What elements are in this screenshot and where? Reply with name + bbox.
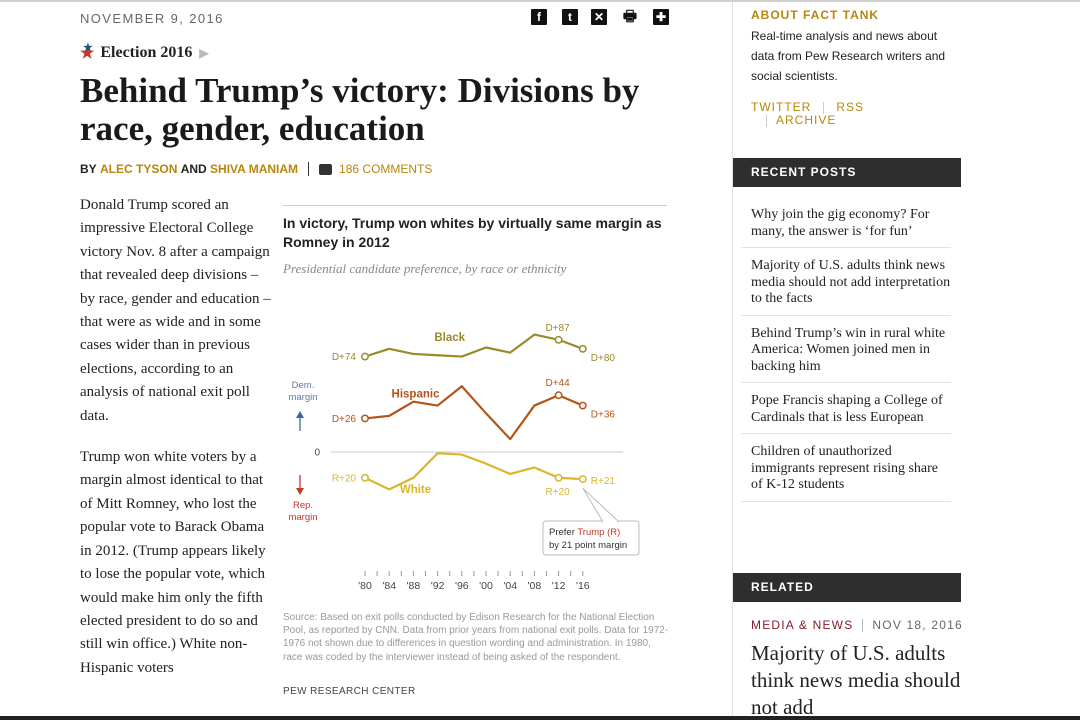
byline: BY ALEC TYSON AND SHIVA MANIAM 186 COMME… (80, 162, 432, 176)
link-divider (823, 101, 825, 114)
data-point (554, 335, 563, 344)
link-divider (766, 114, 767, 127)
article-date: NOVEMBER 9, 2016 (80, 11, 224, 26)
value-label-2012: D+87 (546, 323, 571, 334)
related-header: RELATED (733, 573, 961, 602)
data-point (554, 473, 563, 482)
end-value-label: R+21 (591, 476, 616, 487)
related-date: NOV 18, 2016 (872, 618, 963, 632)
list-item[interactable]: Why join the gig economy? For many, the … (741, 197, 951, 248)
series-line-hispanic (364, 385, 584, 441)
start-value-label: D+74 (332, 352, 357, 363)
value-label-2012: D+44 (546, 378, 571, 389)
related-section-link[interactable]: MEDIA & NEWS (751, 618, 854, 632)
data-point (578, 344, 587, 353)
x-tick-label: '84 (382, 580, 396, 592)
list-item[interactable]: Children of unauthorized immigrants repr… (741, 434, 951, 502)
top-border (0, 0, 1080, 2)
x-tick-label: '80 (358, 580, 372, 592)
paragraph: Donald Trump scored an impressive Electo… (80, 197, 271, 424)
list-item[interactable]: Behind Trump’s win in rural white Americ… (741, 316, 951, 383)
print-icon[interactable]: 🖶 (622, 8, 638, 25)
callout-box (542, 520, 640, 556)
rep-margin-label: Rep. (293, 500, 313, 511)
x-tick-label: '08 (528, 580, 542, 592)
zero-label: 0 (314, 448, 320, 459)
about-description: Real-time analysis and news about data f… (751, 29, 946, 83)
bottom-border (0, 716, 1080, 720)
x-tick-label: '00 (479, 580, 493, 592)
twitter-link[interactable]: TWITTER (751, 100, 812, 114)
meta-divider (862, 618, 864, 632)
email-icon[interactable]: ✕ (591, 9, 607, 25)
rep-margin-label: margin (288, 512, 317, 523)
start-value-label: R+20 (332, 473, 357, 484)
rss-link[interactable]: RSS (836, 100, 865, 114)
x-tick-label: '88 (407, 580, 421, 592)
data-point (361, 473, 369, 482)
category-breadcrumb[interactable]: ★ Election 2016 ▶ (80, 41, 209, 63)
x-tick-label: '16 (576, 580, 590, 592)
comments-link[interactable]: 186 COMMENTS (339, 162, 433, 176)
x-tick-label: '04 (503, 580, 517, 592)
about-title: ABOUT FACT TANK (751, 8, 880, 22)
value-label-2012: R+20 (546, 487, 571, 498)
callout-prefix: Prefer (549, 527, 577, 538)
chart-subtitle: Presidential candidate preference, by ra… (283, 261, 567, 276)
callout-text: Prefer Trump (R) (549, 527, 620, 538)
data-point (361, 352, 369, 361)
callout-text: by 21 point margin (549, 540, 627, 551)
series-name-label: White (400, 484, 431, 496)
paragraph: Trump won white voters by a margin almos… (80, 449, 266, 676)
category-label[interactable]: Election 2016 (100, 44, 193, 61)
chart-top-rule (283, 205, 667, 206)
plus-icon[interactable]: ✚ (653, 9, 669, 25)
recent-posts-header: RECENT POSTS (733, 158, 961, 187)
series-name-label: Hispanic (392, 389, 441, 401)
comment-icon[interactable] (319, 163, 333, 175)
data-point (578, 401, 587, 410)
dem-margin-label: Dem. (292, 380, 315, 391)
callout-pointer (582, 487, 620, 523)
article-body: Donald Trump scored an impressive Electo… (80, 194, 272, 698)
author-link-1[interactable]: ALEC TYSON (100, 162, 178, 176)
sidebar-divider (732, 2, 733, 716)
dem-margin-label: margin (288, 392, 317, 403)
sidebar-links: TWITTER RSS ARCHIVE (751, 101, 961, 127)
end-value-label: D+36 (591, 410, 616, 421)
byline-divider (308, 162, 310, 176)
twitter-icon[interactable]: t (562, 9, 578, 25)
start-value-label: D+26 (332, 414, 357, 425)
x-tick-label: '92 (431, 580, 445, 592)
rep-arrow-icon (296, 488, 304, 495)
series-line-white (364, 452, 583, 491)
chart-source: Source: Based on exit polls conducted by… (283, 612, 669, 663)
callout-highlight: Trump (R) (577, 527, 620, 538)
recent-posts-list: Why join the gig economy? For many, the … (741, 197, 951, 502)
dem-arrow-icon (296, 411, 304, 418)
related-headline[interactable]: Majority of U.S. adults think news media… (751, 641, 961, 719)
related-meta: MEDIA & NEWS NOV 18, 2016 (751, 618, 963, 632)
article-headline: Behind Trump’s victory: Divisions by rac… (80, 71, 640, 148)
byline-prefix: BY (80, 162, 97, 176)
byline-and: AND (180, 162, 207, 176)
x-tick-label: '12 (552, 580, 566, 592)
chart-title: In victory, Trump won whites by virtuall… (283, 215, 662, 250)
archive-link[interactable]: ARCHIVE (776, 113, 837, 127)
facebook-icon[interactable]: f (531, 9, 547, 25)
list-item[interactable]: Majority of U.S. adults think news media… (741, 248, 951, 316)
data-point (578, 475, 587, 484)
list-item[interactable]: Pope Francis shaping a College of Cardin… (741, 383, 951, 434)
end-value-label: D+80 (591, 353, 616, 364)
data-point (554, 391, 563, 400)
x-tick-label: '96 (455, 580, 469, 592)
chart-credit: PEW RESEARCH CENTER (283, 686, 416, 697)
series-line-black (364, 333, 584, 358)
author-link-2[interactable]: SHIVA MANIAM (210, 162, 299, 176)
chevron-right-icon: ▶ (199, 45, 209, 60)
election-star-icon: ★ (80, 41, 94, 63)
series-name-label: Black (434, 332, 465, 344)
data-point (361, 414, 369, 423)
